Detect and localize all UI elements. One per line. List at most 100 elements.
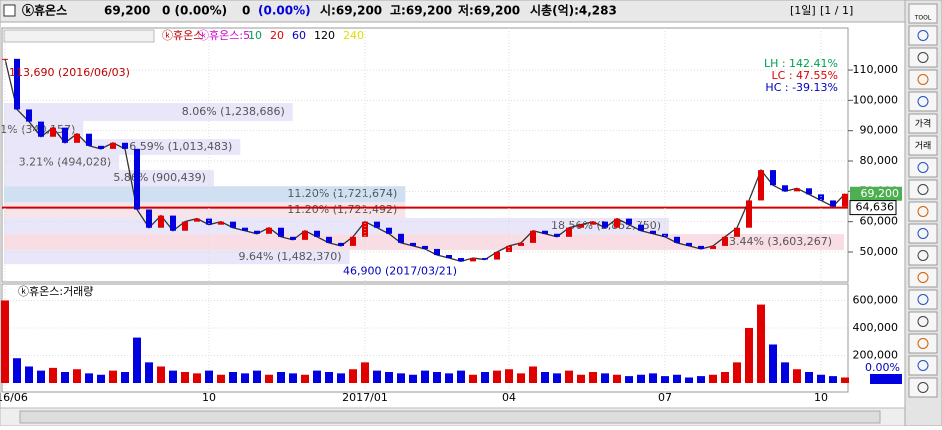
tool-button[interactable] xyxy=(908,135,938,156)
band-label: 6.59% (1,013,483) xyxy=(129,140,232,153)
candle xyxy=(170,215,176,231)
candle xyxy=(746,200,752,228)
candle xyxy=(530,230,536,243)
current-price-tag xyxy=(850,186,902,201)
volume-bar xyxy=(205,370,213,383)
tool-button[interactable] xyxy=(908,179,938,200)
volume-title: ⓚ휴온스:거래량 xyxy=(18,285,93,298)
candle xyxy=(98,145,104,149)
volume-bar xyxy=(73,369,81,383)
candle xyxy=(302,230,308,240)
candle xyxy=(74,133,80,143)
stat-label: LC : 47.55% xyxy=(772,69,838,82)
volume-bar xyxy=(685,377,693,383)
volume-bar xyxy=(97,374,105,383)
tool-icon xyxy=(917,360,929,371)
tool-button[interactable] xyxy=(908,267,938,288)
candle xyxy=(722,236,728,246)
legend-entry: 120 xyxy=(314,29,335,42)
volume-bar xyxy=(517,373,525,383)
x-tick-label: 10 xyxy=(814,391,828,404)
rate-bar xyxy=(870,374,902,384)
volume-bar xyxy=(661,376,669,383)
candle xyxy=(446,255,452,259)
stat-label: LH : 142.41% xyxy=(764,57,838,70)
tool-button[interactable] xyxy=(908,223,938,244)
volume-bar xyxy=(541,371,549,383)
volume-bar xyxy=(61,371,69,383)
candle xyxy=(146,209,152,228)
volume-bar xyxy=(397,373,405,383)
tool-label: TOOL xyxy=(914,15,932,22)
tool-button[interactable] xyxy=(908,91,938,112)
volume-profile-band xyxy=(4,186,406,203)
volume-bar xyxy=(505,369,513,383)
candle xyxy=(434,248,440,256)
volume-bar xyxy=(265,374,273,383)
volume-bar xyxy=(157,366,165,383)
y-tick-label: 600,000 xyxy=(853,293,899,306)
candle xyxy=(674,236,680,243)
volume-bar xyxy=(253,370,261,383)
tool-icon xyxy=(917,30,929,41)
tool-button[interactable] xyxy=(908,355,938,376)
volume-bar xyxy=(373,370,381,383)
candle xyxy=(230,221,236,228)
volume-profile-band xyxy=(4,234,844,251)
y-tick-label: 110,000 xyxy=(853,63,899,76)
candle xyxy=(566,227,572,237)
volume-bar xyxy=(37,370,45,383)
tool-button[interactable] xyxy=(908,245,938,266)
candle xyxy=(326,236,332,243)
candle xyxy=(518,242,524,246)
legend-entry: 10 xyxy=(248,29,262,42)
volume-bar xyxy=(85,373,93,383)
volume-bar xyxy=(721,371,729,383)
tool-button[interactable] xyxy=(908,47,938,68)
volume-bar xyxy=(817,374,825,383)
candle xyxy=(86,133,92,146)
band-label: 11.20% (1,721,492) xyxy=(287,203,397,216)
candle xyxy=(110,142,116,149)
candle xyxy=(770,170,776,186)
tool-button[interactable] xyxy=(908,289,938,310)
period[interactable]: [1일] xyxy=(790,3,816,17)
candle xyxy=(710,245,716,249)
tool-button[interactable] xyxy=(908,25,938,46)
candle xyxy=(290,236,296,240)
volume-bar xyxy=(781,362,789,383)
tool-button[interactable] xyxy=(908,157,938,178)
tool-button[interactable] xyxy=(908,377,938,398)
candle xyxy=(266,227,272,234)
y-tick-label: 400,000 xyxy=(853,321,899,334)
tool-icon xyxy=(917,316,929,327)
tool-icon xyxy=(917,184,929,195)
band-label: 5.86% (900,439) xyxy=(113,171,206,184)
x-tick-label: 10 xyxy=(202,391,216,404)
checkbox[interactable] xyxy=(3,4,16,17)
candle xyxy=(686,242,692,246)
volume-bar xyxy=(481,371,489,383)
candle xyxy=(398,233,404,243)
high-label: 113,690 (2016/06/03) xyxy=(9,66,130,79)
tool-button[interactable] xyxy=(908,311,938,332)
volume-bar xyxy=(433,371,441,383)
tool-button[interactable] xyxy=(908,3,938,24)
candle xyxy=(314,230,320,237)
tool-button[interactable] xyxy=(908,333,938,354)
candle xyxy=(590,221,596,225)
candle xyxy=(602,221,608,228)
legend-entry: 60 xyxy=(292,29,306,42)
tool-button[interactable] xyxy=(908,69,938,90)
volume-bar xyxy=(757,304,765,383)
tool-button[interactable] xyxy=(908,113,938,134)
volume-bar xyxy=(577,374,585,383)
band-label: 3.21% (494,028) xyxy=(19,156,112,169)
volume-bar xyxy=(325,371,333,383)
volume-bar xyxy=(109,370,117,383)
price-frame xyxy=(1,27,849,283)
volume-bar xyxy=(421,370,429,383)
tool-button[interactable] xyxy=(908,201,938,222)
scroll-thumb[interactable] xyxy=(19,410,881,424)
volume-bar xyxy=(193,373,201,383)
